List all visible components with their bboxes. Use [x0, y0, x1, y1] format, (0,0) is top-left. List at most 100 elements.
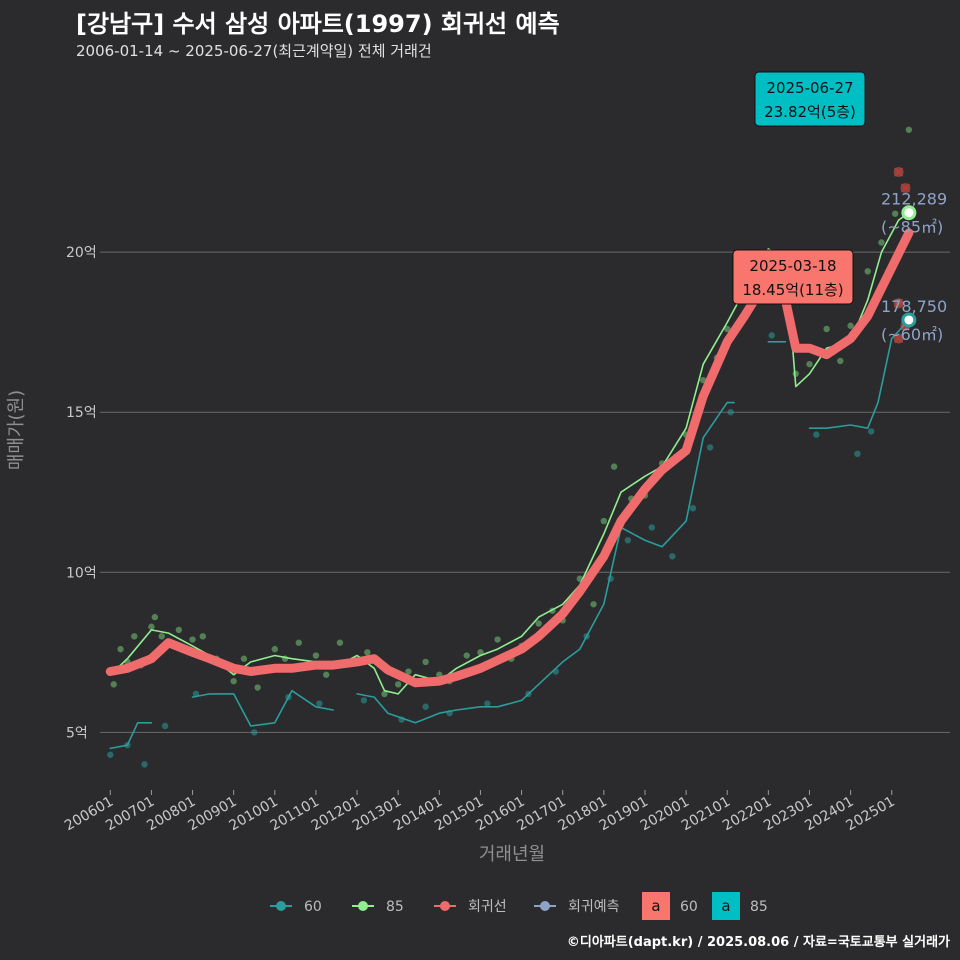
scatter-point-60	[706, 444, 714, 451]
scatter-point-60	[648, 524, 656, 531]
scatter-point-60	[768, 332, 775, 339]
y-tick-label: 10억	[66, 565, 97, 581]
legend-fill-key	[642, 892, 670, 920]
scatter-point-85	[151, 613, 159, 621]
legend-label: 회귀선	[468, 899, 507, 915]
legend: 60 85 회귀선 회귀예측 a 60 a 85	[270, 892, 768, 920]
scatter-point-85	[477, 649, 484, 656]
legend-fill-glyph: a	[721, 897, 730, 915]
predict-mark-x	[900, 183, 910, 193]
scatter-point-85	[254, 684, 261, 691]
scatter-point-85	[891, 210, 899, 217]
predict-mark	[893, 167, 904, 178]
grid-layer	[100, 251, 950, 733]
scatter-point-85	[847, 322, 854, 329]
scatter-point-85	[312, 652, 320, 659]
end-point-60	[901, 312, 917, 328]
scatter-point-60	[727, 408, 734, 416]
legend-label: 회귀예측	[568, 899, 620, 915]
scatter-point-85	[792, 370, 799, 377]
predict-mark	[900, 183, 911, 194]
scatter-point-85	[610, 463, 618, 470]
scatter-point-85	[494, 636, 501, 643]
chart-title: [강남구] 수서 삼성 아파트(1997) 회귀선 예측	[76, 10, 560, 38]
chart-subtitle: 2006-01-14 ~ 2025-06-27(최근계약일) 전체 거래건	[76, 42, 432, 60]
legend-item-회귀선: 회귀선	[434, 899, 507, 915]
scatter-point-85	[878, 239, 885, 246]
y-axis-title: 매매가(원)	[6, 390, 27, 470]
y-axis: 5억 10억 15억 20억	[66, 245, 97, 741]
scatter-point-60	[251, 729, 258, 736]
legend-label: 60	[304, 899, 322, 915]
regression-line	[105, 228, 914, 688]
annotation-layer: 212,289 (~85㎡) 178,750 (~60㎡) 2025-06-27 23.8…	[732, 71, 947, 344]
scatter-point-85	[422, 658, 429, 666]
scatter-point-60	[161, 722, 169, 730]
predict-mark	[893, 333, 904, 344]
legend-key-dot	[540, 901, 550, 911]
scatter-point-85	[230, 677, 237, 685]
legend-key-dot	[358, 901, 368, 911]
legend-label: 85	[386, 899, 404, 915]
end-point-85	[901, 205, 917, 221]
scatter-point-85	[535, 620, 542, 627]
predict-mark-x	[894, 334, 904, 344]
annotation-recent-value: 18.45억(11층)	[742, 281, 843, 299]
legend-label: 85	[750, 899, 768, 915]
scatter-point-60	[422, 703, 429, 710]
scatter-point-85	[823, 325, 830, 333]
scatter-point-60	[107, 751, 114, 758]
scatter-point-85	[323, 671, 330, 678]
legend-label: 60	[680, 899, 698, 915]
scatter-point-60	[867, 428, 875, 435]
scatter-point-85	[864, 268, 871, 275]
scatter-point-85	[295, 639, 302, 646]
legend-key-dot	[440, 901, 450, 911]
x-axis: 2006012007012008012009012010012011012012…	[62, 790, 898, 834]
scatter-point-85	[381, 690, 388, 698]
scatter-point-85	[131, 633, 138, 640]
series-line-85	[109, 211, 910, 695]
scatter-point-85	[240, 655, 248, 662]
annotation-latest-value: 23.82억(5층)	[764, 103, 856, 121]
legend-key-dot	[276, 901, 286, 911]
scatter-point-85	[590, 601, 597, 608]
scatter-point-60	[813, 431, 820, 438]
scatter-point-85	[837, 357, 844, 365]
predict-mark	[893, 298, 904, 309]
end-label-value: 212,289	[881, 190, 947, 209]
scatter-point-85	[158, 633, 165, 640]
legend-item-회귀예측: 회귀예측	[534, 899, 620, 915]
legend-fill-item-85: a 85	[712, 892, 768, 920]
end-label-unit: (~60㎡)	[881, 325, 943, 344]
legend-fill-item-60: a 60	[642, 892, 698, 920]
scatter-point-85	[271, 645, 278, 653]
end-label-unit: (~85㎡)	[881, 218, 943, 237]
annotation-latest-box	[754, 71, 866, 127]
line-layer	[105, 211, 914, 750]
annotation-latest: 2025-06-27 23.82억(5층)	[754, 71, 866, 127]
scatter-point-85	[199, 633, 207, 640]
scatter-point-60	[624, 537, 632, 544]
scatter-point-85	[364, 649, 371, 656]
scatter-point-60	[141, 761, 148, 768]
scatter-point-85	[806, 360, 813, 368]
scatter-point-85	[463, 652, 470, 659]
annotation-recent-box	[732, 249, 854, 305]
scatter-point-85	[405, 668, 412, 675]
y-tick-label: 15억	[66, 405, 97, 421]
scatter-point-85	[600, 517, 608, 525]
legend-item-60: 60	[270, 899, 322, 915]
scatter-point-60	[689, 505, 697, 512]
y-tick-label: 5억	[66, 725, 88, 741]
scatter-point-85	[110, 681, 117, 688]
annotation-recent: 2025-03-18 18.45억(11층)	[732, 249, 854, 305]
scatter-point-60	[484, 700, 491, 707]
legend-fill-glyph: a	[651, 897, 660, 915]
series-line-60	[109, 319, 910, 750]
scatter-point-60	[895, 298, 902, 305]
scatter-layer	[107, 126, 913, 768]
scatter-point-85	[905, 126, 913, 133]
